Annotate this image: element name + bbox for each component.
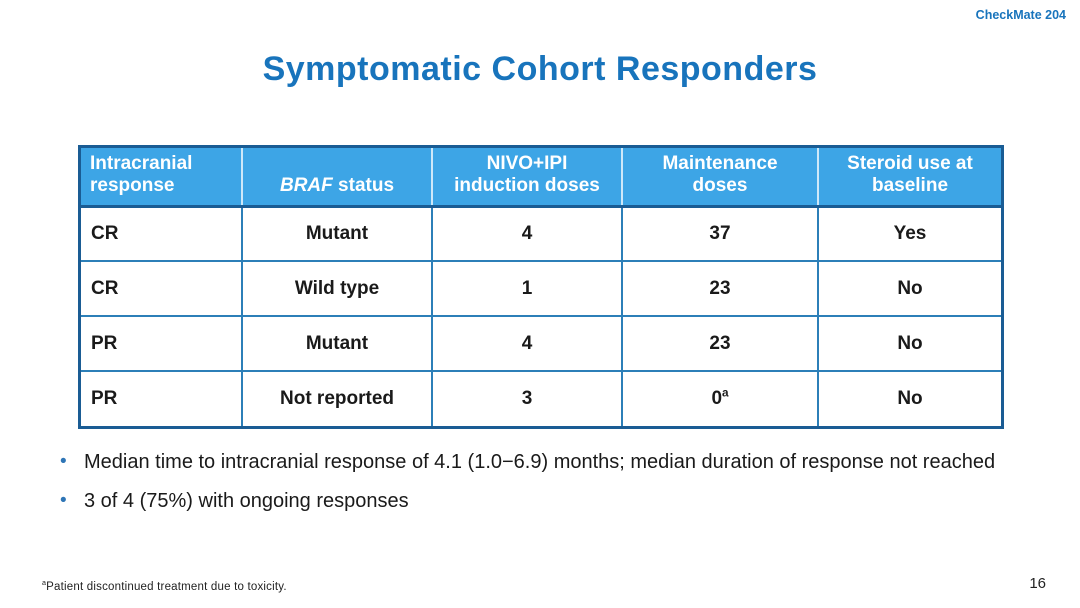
table-row: CR Wild type 1 23 No bbox=[81, 260, 1001, 318]
bullet-list: • Median time to intracranial response o… bbox=[60, 449, 1050, 527]
header-line: NIVO+IPI bbox=[486, 153, 568, 174]
cell-response: PR bbox=[81, 315, 243, 373]
list-item: • 3 of 4 (75%) with ongoing responses bbox=[60, 488, 1050, 514]
cell-response: CR bbox=[81, 206, 243, 263]
col-header-intracranial-response: Intracranial response bbox=[81, 148, 242, 208]
footnote: aPatient discontinued treatment due to t… bbox=[42, 579, 287, 593]
cell-maintenance-doses: 23 bbox=[621, 315, 819, 373]
cell-braf: Wild type bbox=[241, 260, 433, 318]
table-row: PR Not reported 3 0a No bbox=[81, 370, 1001, 427]
study-label: CheckMate 204 bbox=[975, 8, 1066, 22]
cell-maintenance-doses: 0a bbox=[621, 370, 819, 427]
cell-induction-doses: 4 bbox=[431, 315, 623, 373]
page-title: Symptomatic Cohort Responders bbox=[262, 50, 818, 88]
slide-number: 16 bbox=[1029, 575, 1046, 592]
header-line: Intracranial bbox=[90, 153, 193, 174]
col-header-induction-doses: NIVO+IPI induction doses bbox=[431, 148, 622, 208]
cell-value: 23 bbox=[709, 332, 731, 354]
col-header-steroid-use: Steroid use at baseline bbox=[817, 148, 1001, 208]
header-line: response bbox=[90, 175, 175, 197]
bullet-text: Median time to intracranial response of … bbox=[84, 451, 996, 473]
header-line: Steroid use at bbox=[847, 153, 973, 174]
footnote-marker: a bbox=[722, 386, 729, 400]
cell-induction-doses: 3 bbox=[431, 370, 623, 427]
header-italic-text: BRAF bbox=[279, 175, 333, 197]
cell-induction-doses: 1 bbox=[431, 260, 623, 318]
cell-steroid-use: No bbox=[817, 315, 1001, 373]
col-header-braf-status: BRAF status bbox=[241, 148, 432, 208]
cell-braf: Mutant bbox=[241, 315, 433, 373]
header-line: status bbox=[332, 175, 395, 197]
footnote-text: Patient discontinued treatment due to to… bbox=[46, 581, 287, 593]
cell-steroid-use: No bbox=[817, 260, 1001, 318]
responders-table: Intracranial response BRAF status NIVO+I… bbox=[81, 148, 1001, 427]
bullet-text: 3 of 4 (75%) with ongoing responses bbox=[84, 490, 409, 512]
responders-table-container: Intracranial response BRAF status NIVO+I… bbox=[78, 145, 1004, 430]
list-item: • Median time to intracranial response o… bbox=[60, 449, 1050, 475]
cell-value: 0 bbox=[711, 388, 723, 410]
header-line: baseline bbox=[871, 175, 949, 197]
col-header-maintenance-doses: Maintenance doses bbox=[621, 148, 818, 208]
table-header-row: Intracranial response BRAF status NIVO+I… bbox=[81, 148, 1001, 208]
cell-braf: Not reported bbox=[241, 370, 433, 427]
cell-value: 37 bbox=[709, 223, 731, 245]
cell-induction-doses: 4 bbox=[431, 206, 623, 263]
table-row: CR Mutant 4 37 Yes bbox=[81, 206, 1001, 263]
bullet-icon: • bbox=[60, 490, 67, 511]
cell-maintenance-doses: 23 bbox=[621, 260, 819, 318]
cell-response: PR bbox=[81, 370, 243, 427]
cell-braf: Mutant bbox=[241, 206, 433, 263]
bullet-icon: • bbox=[60, 451, 67, 472]
footnote-marker: a bbox=[42, 579, 47, 588]
cell-steroid-use: Yes bbox=[817, 206, 1001, 263]
cell-steroid-use: No bbox=[817, 370, 1001, 427]
table-row: PR Mutant 4 23 No bbox=[81, 315, 1001, 373]
cell-maintenance-doses: 37 bbox=[621, 206, 819, 263]
header-line: doses bbox=[692, 175, 748, 197]
cell-value: 23 bbox=[709, 277, 731, 299]
header-line: induction doses bbox=[454, 175, 600, 197]
header-line: Maintenance bbox=[662, 153, 778, 174]
cell-response: CR bbox=[81, 260, 243, 318]
